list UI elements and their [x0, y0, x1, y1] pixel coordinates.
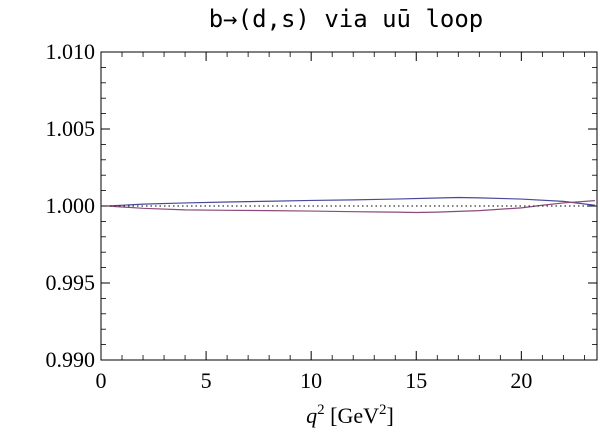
y-tick-label: 1.005 — [46, 116, 96, 141]
chart-title: b→(d,s) via uū loop — [209, 5, 484, 33]
x-axis-label: q2 [GeV2] — [306, 402, 394, 428]
x-axis-label-var: q — [306, 403, 317, 428]
x-tick-label: 10 — [300, 368, 322, 393]
y-tick-label: 1.000 — [46, 193, 96, 218]
y-tick-label: 0.995 — [46, 270, 96, 295]
series-layer — [101, 196, 597, 214]
x-tick-label: 20 — [510, 368, 532, 393]
x-axis-label-unit-sup: 2 — [379, 402, 387, 418]
series-line-2 — [107, 200, 595, 214]
x-axis-label-var-sup: 2 — [317, 402, 325, 418]
x-tick-label: 0 — [96, 368, 107, 393]
y-tick-label: 1.010 — [46, 39, 96, 64]
x-axis: 0 5 10 15 20 — [96, 52, 585, 393]
x-tick-label: 15 — [405, 368, 427, 393]
x-tick-label: 5 — [201, 368, 212, 393]
x-axis-label-unit-close: ] — [387, 403, 394, 428]
y-axis: 0.990 0.995 1.000 1.005 1.010 — [46, 39, 597, 372]
series-line-1 — [107, 196, 595, 207]
x-axis-label-unit: [GeV — [325, 403, 379, 428]
y-tick-label: 0.990 — [46, 347, 96, 372]
